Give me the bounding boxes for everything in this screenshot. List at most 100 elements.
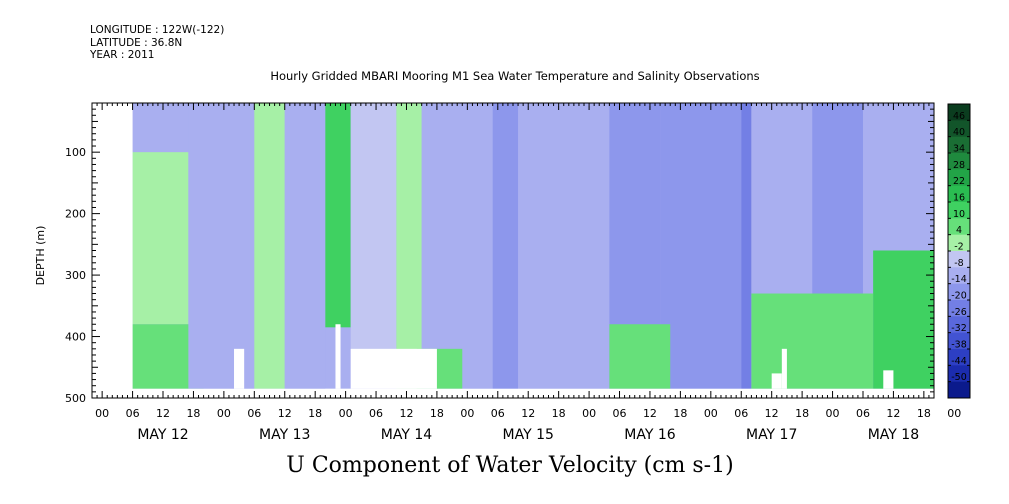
missing-data-area	[781, 348, 787, 389]
x-day-label: MAY 16	[624, 427, 675, 443]
mooring-metadata: LONGITUDE : 122W(-122) LATITUDE : 36.8N …	[90, 24, 224, 62]
colorbar-swatch	[948, 120, 970, 138]
x-tick-label: 06	[734, 407, 748, 420]
heatmap-region	[350, 103, 397, 389]
variable-label: U Component of Water Velocity (cm s-1)	[286, 453, 734, 478]
x-tick-label: 12	[278, 407, 292, 420]
x-tick-label: 18	[186, 407, 200, 420]
colorbar-tick-label: 22	[953, 176, 965, 187]
colorbar-swatch	[948, 365, 970, 383]
colorbar-tick-label: 4	[956, 225, 962, 236]
colorbar-swatch	[948, 316, 970, 334]
colorbar-swatch	[948, 300, 970, 317]
y-tick-label: 200	[65, 208, 86, 221]
heatmap-region	[284, 103, 326, 389]
x-tick-label: 18	[552, 407, 566, 420]
heatmap-region	[741, 103, 752, 389]
x-tick-label: 06	[369, 407, 383, 420]
x-tick-label: 00	[704, 407, 718, 420]
heatmap-region	[325, 103, 351, 328]
missing-data-area	[92, 103, 133, 398]
x-tick-label: 06	[247, 407, 261, 420]
heatmap-region	[492, 103, 519, 389]
x-tick-label: 12	[765, 407, 779, 420]
x-tick-label: 00	[339, 407, 353, 420]
x-tick-label: 12	[399, 407, 413, 420]
colorbar-tick-label: 40	[953, 127, 965, 138]
colorbar-swatch	[948, 185, 970, 203]
x-day-label: MAY 18	[868, 427, 919, 443]
heatmap-region	[188, 103, 255, 389]
colorbar-swatch	[948, 381, 970, 399]
x-tick-label: 00	[460, 407, 474, 420]
x-day-label: MAY 17	[746, 427, 797, 443]
y-tick-label: 100	[65, 146, 86, 159]
x-day-label: MAY 12	[137, 427, 188, 443]
x-tick-label: 00	[217, 407, 231, 420]
heatmap-region	[132, 103, 189, 153]
x-axis: 00 06 12 18 00 06 12 18 00 06 12 18 00 06 12 18 00 06 12 18…	[91, 103, 961, 443]
x-tick-label: 00	[582, 407, 596, 420]
colorbar-swatch	[948, 218, 970, 236]
colorbar-tick-label: -2	[954, 242, 963, 253]
heatmap-region	[660, 103, 742, 389]
colorbar-tick-label: -20	[951, 291, 967, 302]
x-tick-label: 00	[95, 407, 109, 420]
x-tick-label: 06	[126, 407, 140, 420]
x-tick-label: 00	[826, 407, 840, 420]
heatmap-region	[609, 324, 671, 389]
x-day-label: MAY 13	[259, 427, 310, 443]
y-tick-label: 400	[65, 331, 86, 344]
x-tick-label: 18	[308, 407, 322, 420]
missing-data-area	[335, 324, 341, 389]
colorbar-swatch	[948, 104, 970, 121]
chart-title: Hourly Gridded MBARI Mooring M1 Sea Wate…	[270, 69, 760, 83]
x-tick-label: 18	[795, 407, 809, 420]
x-tick-label: 12	[156, 407, 170, 420]
x-day-label: MAY 15	[503, 427, 554, 443]
heatmap-region	[396, 103, 422, 389]
heatmap-region	[132, 152, 189, 325]
colorbar-swatch	[948, 349, 970, 366]
colorbar-tick-label: 16	[953, 193, 965, 204]
heatmap-region	[518, 103, 610, 389]
x-tick-label: 18	[673, 407, 687, 420]
x-tick-label: 18	[917, 407, 931, 420]
colorbar-tick-label: -50	[951, 372, 967, 383]
y-axis-label: DEPTH (m)	[34, 226, 47, 286]
colorbar-swatch	[948, 283, 970, 301]
x-tick-label: 12	[521, 407, 535, 420]
missing-data-area	[771, 373, 782, 389]
x-tick-label: 06	[613, 407, 627, 420]
year-label: YEAR : 2011	[90, 49, 155, 61]
colorbar-swatch	[948, 169, 970, 187]
colorbar-swatch	[948, 136, 970, 154]
heatmap-region	[751, 293, 874, 389]
colorbar-tick-label: 28	[953, 160, 965, 171]
heatmap-region	[873, 250, 934, 389]
colorbar-tick-label: 10	[953, 209, 965, 220]
latitude-label: LATITUDE : 36.8N	[90, 36, 183, 49]
colorbar-swatch	[948, 153, 970, 170]
colorbar-swatch	[948, 332, 970, 350]
missing-data-area	[234, 348, 245, 389]
heatmap-region	[421, 103, 493, 389]
missing-data-area	[132, 388, 934, 398]
missing-data-area	[350, 348, 437, 389]
colorbar-tick-label: 46	[953, 111, 965, 122]
colorbar-tick-label: -8	[954, 258, 963, 269]
x-day-label: MAY 14	[381, 427, 432, 443]
colorbar-swatch	[948, 251, 970, 268]
colorbar-swatch	[948, 267, 970, 285]
colorbar-tick-label: -26	[951, 307, 967, 318]
y-tick-label: 300	[65, 269, 86, 282]
y-tick-label: 500	[65, 392, 86, 405]
longitude-label: LONGITUDE : 122W(-122)	[90, 24, 225, 36]
x-tick-label: 06	[491, 407, 505, 420]
colorbar-tick-label: -44	[951, 356, 967, 367]
x-tick-label: 00	[947, 407, 961, 420]
heatmap-region	[254, 103, 285, 389]
heatmap-fill	[92, 103, 934, 398]
x-tick-label: 12	[886, 407, 900, 420]
